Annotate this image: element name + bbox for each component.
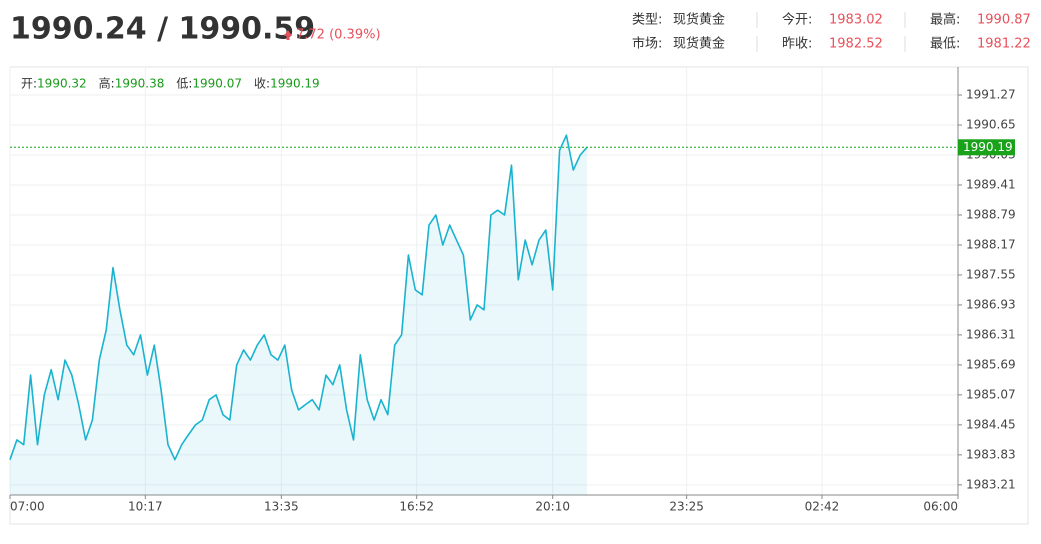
ohlc-label: 收: (254, 77, 270, 91)
info-value: 1983.02 (829, 13, 883, 28)
x-tick-label: 16:52 (399, 500, 434, 514)
y-tick-label: 1984.45 (966, 417, 1016, 431)
info-label: 昨收: (782, 37, 812, 52)
area (10, 135, 587, 495)
y-tick-label: 1988.79 (966, 207, 1016, 221)
info-value: 现货黄金 (673, 36, 725, 52)
y-tick-label: 1986.93 (966, 297, 1016, 311)
info-value: 1981.22 (977, 37, 1031, 52)
ohlc-value: 1990.07 (192, 77, 242, 91)
info-label: 市场: (632, 36, 662, 52)
ohlc-value: 1990.19 (270, 77, 320, 91)
y-tick-label: 1989.41 (966, 178, 1016, 192)
x-tick-label: 02:42 (805, 500, 840, 514)
ohlc-value: 1990.38 (115, 77, 165, 91)
info-label: 今开: (782, 12, 812, 28)
y-tick-label: 1991.27 (966, 88, 1016, 102)
ohlc-label: 高: (99, 76, 115, 91)
x-tick-label: 23:25 (669, 500, 704, 514)
bid-ask-price: 1990.24 / 1990.59 (10, 12, 315, 47)
up-arrow (284, 30, 292, 40)
price-line (9, 134, 588, 461)
x-tick-label: 20:10 (535, 500, 570, 514)
x-tick-label: 06:00 (923, 500, 958, 514)
y-tick-label: 1983.21 (966, 477, 1016, 491)
y-tick-label: 1990.65 (966, 118, 1016, 132)
info-label: 类型: (632, 13, 662, 28)
info-value: 1990.87 (977, 13, 1031, 28)
info-value: 1982.52 (829, 37, 883, 52)
x-tick-label: 10:17 (128, 500, 163, 514)
last-price-box (958, 139, 1015, 156)
y-tick-label: 1988.17 (966, 237, 1016, 251)
x-tick-label: 07:00 (10, 500, 45, 514)
last-price-label: 1990.19 (963, 140, 1013, 154)
y-tick-label: 1986.31 (966, 327, 1016, 341)
ohlc-value: 1990.32 (37, 77, 87, 91)
info-label: 最高: (930, 12, 960, 28)
y-tick-label: 1987.55 (966, 267, 1016, 281)
x-tick-label: 13:35 (264, 500, 299, 514)
info-label: 最低: (930, 37, 960, 52)
y-tick-label: 1985.69 (966, 357, 1016, 371)
info-value: 现货黄金 (673, 12, 725, 28)
y-tick-label: 1985.07 (966, 387, 1016, 401)
ohlc-label: 开: (21, 77, 37, 91)
ohlc-label: 低: (176, 77, 192, 91)
price-change: 7.72 (0.39%) (296, 28, 381, 43)
y-tick-label: 1983.83 (966, 447, 1016, 461)
